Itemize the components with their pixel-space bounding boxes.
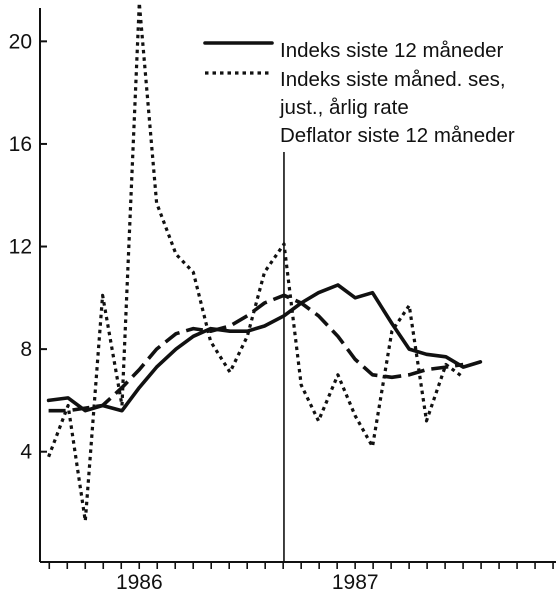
y-tick-label: 20 [9,30,32,53]
series-line-solid [46,283,483,413]
tick-labels: 4 8 12 16 20 1986 1987 [9,30,379,592]
series-line-dashed [48,293,464,413]
series-line-dotted [47,1,465,523]
y-tick-label: 8 [20,338,32,361]
y-tick-label: 4 [20,441,32,464]
x-tick-label: 1986 [116,571,163,592]
axes [39,8,556,569]
y-tick-label: 12 [9,236,32,259]
legend-label: Indeks siste måned. ses, just., årlig rat… [279,68,506,119]
legend: Indeks siste 12 måneder Indeks siste måne… [203,39,515,147]
y-tick-label: 16 [9,133,32,156]
x-tick-label: 1987 [332,571,379,592]
series-lines [46,1,483,523]
legend-label: Indeks siste 12 måneder [280,39,504,62]
legend-label: Deflator siste 12 måneder [280,124,515,147]
